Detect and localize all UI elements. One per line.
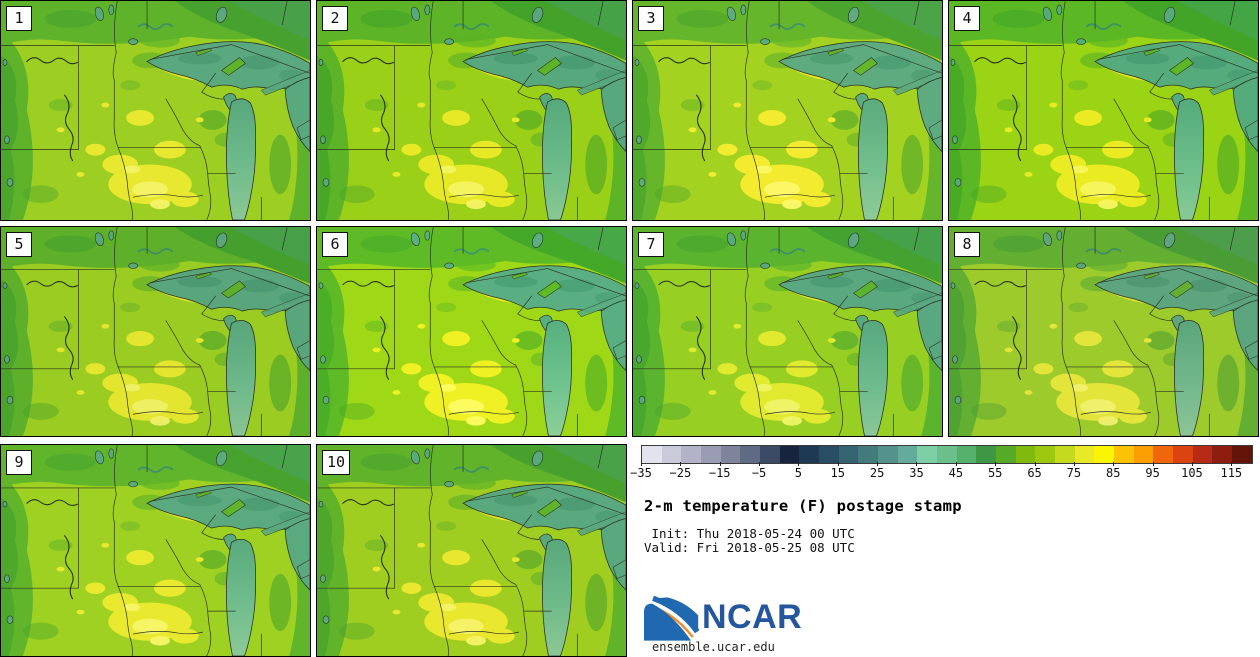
colorbar-tick-label: −35 [630, 466, 652, 480]
colorbar-tick-mark [1231, 462, 1233, 466]
colorbar-tick-mark [837, 462, 839, 466]
ncar-branding: NCAR ensemble.ucar.edu [642, 592, 902, 654]
colorbar-tick-label: −5 [751, 466, 767, 480]
colorbar-tick-label: 85 [1106, 466, 1121, 480]
forecast-map-panel[interactable]: 4 [948, 0, 1259, 221]
figure-title: 2-m temperature (F) postage stamp [644, 497, 962, 515]
temperature-map [949, 227, 1258, 436]
forecast-map-panel[interactable]: 7 [632, 226, 943, 437]
colorbar-tick-mark [1152, 462, 1154, 466]
colorbar-tick-label: 65 [1027, 466, 1042, 480]
colorbar-tick-mark [641, 462, 642, 466]
colorbar-tick-label: −25 [669, 466, 692, 480]
member-number-badge: 6 [322, 232, 348, 257]
temperature-map [317, 1, 626, 220]
temperature-map [633, 227, 942, 436]
member-number-badge: 10 [322, 450, 351, 475]
colorbar-tick-label: 95 [1145, 466, 1160, 480]
forecast-map-panel[interactable]: 6 [316, 226, 627, 437]
colorbar-tick-label: 45 [948, 466, 964, 480]
colorbar-tick-mark [955, 462, 957, 466]
member-number-badge: 4 [954, 6, 980, 31]
forecast-map-panel[interactable]: 9 [0, 444, 311, 657]
colorbar-tick-mark [1191, 462, 1193, 466]
colorbar-tick-mark [798, 462, 800, 466]
colorbar-tick-mark [877, 462, 879, 466]
valid-time-label: Valid: Fri 2018-05-25 08 UTC [644, 540, 855, 555]
forecast-map-panel[interactable]: 10 [316, 444, 627, 657]
init-time-label: Init: Thu 2018-05-24 00 UTC [644, 526, 855, 541]
colorbar-tick-mark [1073, 462, 1075, 466]
colorbar-tick-mark [759, 462, 761, 466]
site-url-link[interactable]: ensemble.ucar.edu [652, 640, 775, 654]
colorbar-ticks: −35 −25 −15 −5 5 15 25 35 45 55 65 75 85 95 105 115 [630, 462, 1260, 480]
ncar-logo-swoosh-icon [644, 596, 700, 641]
temperature-map [633, 1, 942, 220]
member-number-badge: 9 [6, 450, 32, 475]
member-number-badge: 2 [322, 6, 348, 31]
colorbar-tick-mark [680, 462, 682, 466]
colorbar-tick-mark [719, 462, 721, 466]
temperature-map [317, 445, 626, 656]
colorbar [641, 445, 1253, 464]
colorbar-tick-mark [1113, 462, 1115, 466]
colorbar-tick-label: 115 [1220, 466, 1243, 480]
colorbar-tick-mark [1034, 462, 1036, 466]
member-number-badge: 7 [638, 232, 664, 257]
temperature-map [1, 1, 310, 220]
colorbar-tick-label: −15 [708, 466, 731, 480]
member-number-badge: 8 [954, 232, 980, 257]
temperature-map [1, 227, 310, 436]
member-number-badge: 5 [6, 232, 32, 257]
colorbar-tick-label: 35 [909, 466, 924, 480]
forecast-map-panel[interactable]: 5 [0, 226, 311, 437]
legend-area: −35 −25 −15 −5 5 15 25 35 45 55 65 75 85 95 105 115 2-m… [630, 440, 1260, 657]
colorbar-tick-label: 105 [1181, 466, 1203, 480]
forecast-map-panel[interactable]: 1 [0, 0, 311, 221]
forecast-map-panel[interactable]: 8 [948, 226, 1259, 437]
forecast-map-panel[interactable]: 3 [632, 0, 943, 221]
forecast-map-panel[interactable]: 2 [316, 0, 627, 221]
colorbar-tick-label: 25 [869, 466, 885, 480]
colorbar-tick-label: 55 [987, 466, 1003, 480]
member-number-badge: 3 [638, 6, 664, 31]
colorbar-tick-mark [916, 462, 918, 466]
colorbar-tick-label: 5 [794, 466, 803, 480]
temperature-map [949, 1, 1258, 220]
ncar-logo-text: NCAR [702, 598, 803, 636]
temperature-map [1, 445, 310, 656]
colorbar-tick-label: 75 [1066, 466, 1082, 480]
member-number-badge: 1 [6, 6, 32, 31]
colorbar-tick-mark [995, 462, 997, 466]
colorbar-tick-label: 15 [830, 466, 845, 480]
temperature-map [317, 227, 626, 436]
